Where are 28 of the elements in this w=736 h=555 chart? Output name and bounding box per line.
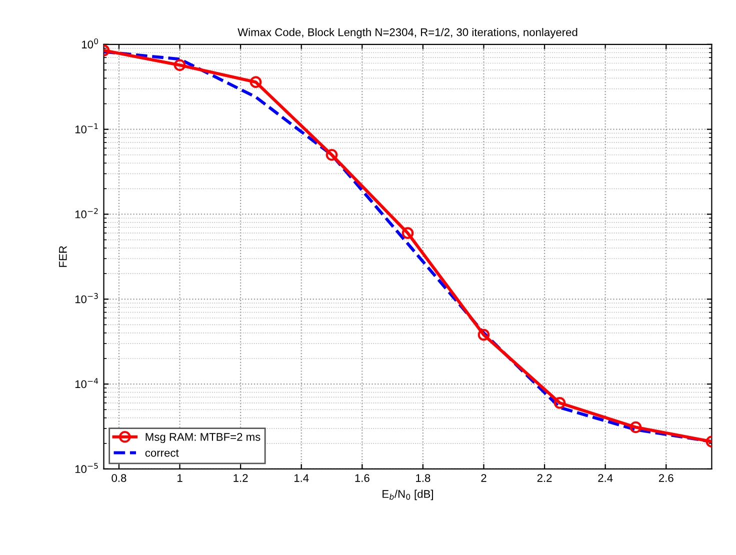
y-tick-label: 10$^{0}$ [82,38,98,48]
point [174,59,186,72]
point [250,76,262,88]
point [478,328,490,341]
x-tick-label: 2.4 [598,474,613,482]
x-tick-label: 1.4 [294,474,309,482]
x-tick-label: 1.6 [355,474,370,482]
x-tick-label: 0.8 [112,474,126,482]
chart-title: Wimax Code, Block Length N=2304, R=1/2, 30 iterations, nonlayered [238,28,578,38]
x-tick-label: 1.2 [234,474,248,482]
y-tick-label: 10$^{−4}$ [75,378,98,388]
x-tick-label: 1 [178,474,182,482]
x-tick-label: 2.6 [658,474,674,482]
point [630,421,642,434]
legend-label: Msg RAM: MTBF=2 ms [146,433,260,444]
point [402,227,414,239]
x-tick-label: 1.8 [416,474,430,482]
legend-label: correct [145,449,179,457]
point [326,148,338,161]
y-tick-label: 10$^{−5}$ [75,463,98,474]
y-tick-label: 10$^{−1}$ [75,123,98,134]
point [554,396,566,409]
x-tick-label: 2 [481,474,486,482]
y-tick-label: 10$^{−3}$ [75,293,98,304]
y-tick-label: 10$^{−2}$ [75,208,98,218]
x-tick-label: 2.2 [537,474,552,482]
y-axis-title: FER [59,246,67,267]
x-axis-title: E$_{b}$/N$_{0}$ [dB] [382,490,433,500]
